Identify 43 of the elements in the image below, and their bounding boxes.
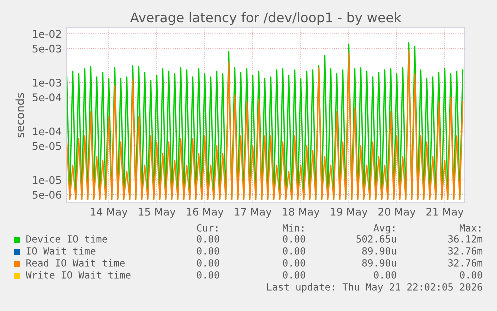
text: Min: [282, 224, 304, 232]
text: Cur: [197, 224, 218, 232]
y-tick-label: 5e-06 [32, 191, 62, 199]
x-tick-label: 17 May [235, 208, 272, 218]
y-tick-label: 1e-04 [33, 128, 62, 136]
x-tick-label: 18 May [283, 208, 320, 218]
x-tick-label: 19 May [331, 208, 368, 218]
y-axis-title: seconds [16, 93, 24, 138]
text: Avg: [374, 224, 395, 234]
text: 36.12m [448, 235, 483, 243]
text: 0.00 [283, 235, 306, 243]
text: 0.00 [283, 247, 306, 255]
text: 0.00 [283, 259, 306, 267]
x-tick-label: 16 May [187, 208, 224, 218]
text: 32.76m [448, 247, 483, 255]
legend-label: Read IO Wait time [26, 259, 125, 267]
legend-label: Write IO Wait time [26, 271, 131, 279]
x-tick-label: 21 May [426, 208, 464, 218]
text: 0.00 [460, 271, 482, 279]
text: 0.00 [197, 247, 220, 255]
legend-label: Device IO time [26, 235, 108, 243]
y-tick-label: 5e-03 [32, 44, 62, 53]
y-tick-label: 1e-02 [33, 30, 62, 38]
text: 89.90u [362, 247, 396, 255]
y-tick-label: 1e-03 [33, 78, 62, 87]
text: 0.00 [197, 235, 220, 243]
text: 0.00 [197, 271, 220, 279]
chart-title: Average latency for /dev/loop1 - by week [130, 12, 402, 26]
text: 0.00 [374, 271, 396, 279]
legend-label: IO Wait time [26, 247, 96, 255]
text: 89.90u [362, 259, 396, 267]
text: 0.00 [197, 259, 220, 267]
y-tick-label: 5e-05 [32, 142, 62, 150]
y-tick-label: 5e-04 [32, 94, 62, 102]
text: 0.00 [283, 271, 306, 279]
x-tick-label: 14 May [91, 208, 128, 218]
text: 502.65u [356, 235, 396, 243]
text: Last update: Thu May 21 22:02:05 2026 [267, 283, 482, 293]
text: 32.76m [448, 259, 483, 267]
y-tick-label: 1e-05 [33, 176, 62, 184]
text: Max: [460, 224, 481, 232]
x-tick-label: 15 May [139, 208, 176, 218]
x-tick-label: 20 May [378, 208, 416, 218]
